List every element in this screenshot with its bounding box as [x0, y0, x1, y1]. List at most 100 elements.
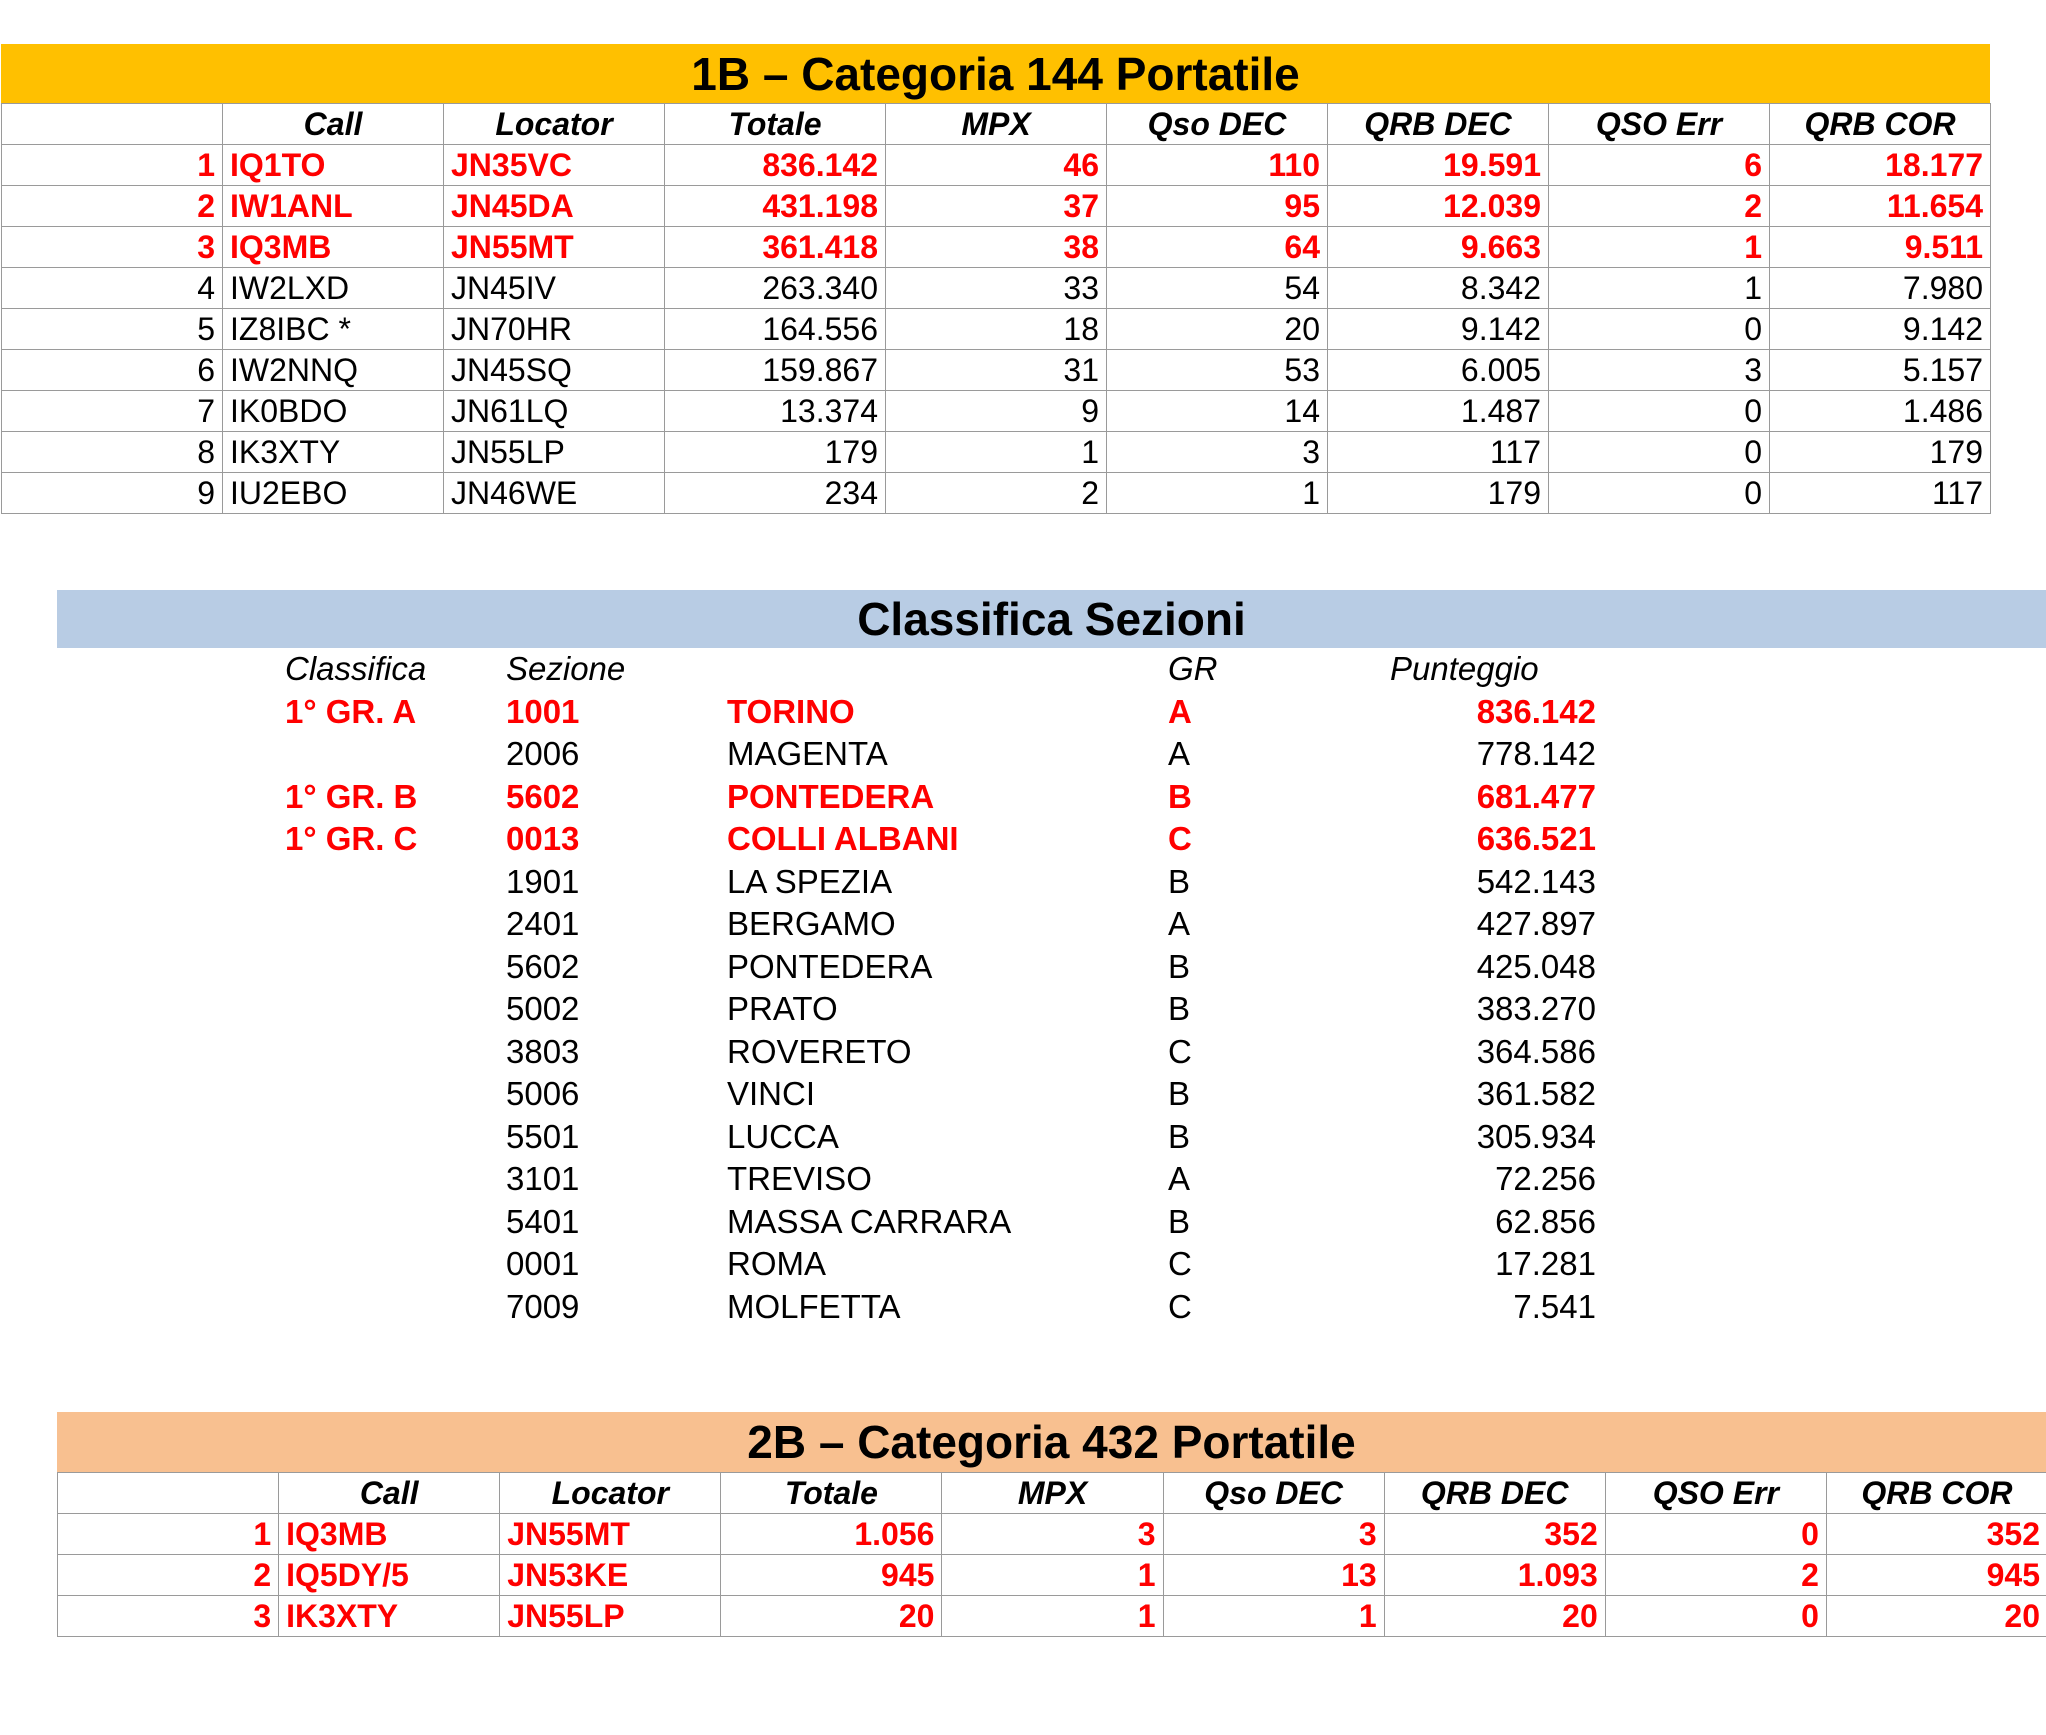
cell-qso-err: 3: [1548, 349, 1770, 391]
cell-mpx: 1: [885, 431, 1107, 473]
cell-gr: B: [1168, 862, 1191, 900]
cell-call: IQ3MB: [278, 1513, 501, 1555]
sezioni-row: 5006 VINCI B 361.582: [0, 1073, 2046, 1116]
cell-qrb-dec: 352: [1383, 1513, 1606, 1555]
cell-qrb-cor: 18.177: [1769, 144, 1991, 186]
cell-qso-dec: 1: [1162, 1595, 1385, 1637]
cell-sezione-name: PONTEDERA: [727, 777, 935, 815]
cell-gr: B: [1168, 1202, 1191, 1240]
header-sezione: Sezione: [506, 650, 626, 687]
cell-rank: 3: [56, 1595, 280, 1637]
cell-qso-err: 0: [1548, 308, 1770, 350]
cell-rank: 5: [1, 308, 223, 350]
cell-sezione-name: PRATO: [727, 990, 838, 1027]
cell-qso-dec: 64: [1106, 226, 1328, 268]
cell-gr: B: [1168, 1075, 1191, 1112]
cell-sezione-code: 0001: [506, 1245, 580, 1282]
table-row: 2 IW1ANL JN45DA 431.198 37 95 12.039 2 11.654: [1, 185, 1991, 227]
cell-qso-err: 6: [1548, 144, 1770, 186]
cell-qso-dec: 20: [1106, 308, 1328, 350]
cell-mpx: 37: [885, 185, 1107, 227]
cell-qrb-dec: 1.487: [1327, 390, 1549, 432]
cell-sezione-name: TORINO: [727, 692, 855, 730]
sezioni-row: 0001 ROMA C 17.281: [0, 1243, 2046, 1286]
table-row: 2 IQ5DY/5 JN53KE 945 1 13 1.093 2 945: [56, 1554, 2046, 1596]
cell-sezione-name: MAGENTA: [727, 735, 888, 772]
cell-mpx: 46: [885, 144, 1107, 186]
cell-mpx: 1: [941, 1595, 1164, 1637]
cell-qrb-cor: 179: [1769, 431, 1991, 473]
cell-call: IW2LXD: [222, 267, 444, 309]
cell-qrb-cor: 20: [1825, 1595, 2046, 1637]
cell-call: IW2NNQ: [222, 349, 444, 391]
sezioni-row: 5401 MASSA CARRARA B 62.856: [0, 1201, 2046, 1244]
sezioni-row: 5602 PONTEDERA B 425.048: [0, 946, 2046, 989]
cell-qso-dec: 3: [1162, 1513, 1385, 1555]
header-qrb-cor: QRB COR: [1769, 103, 1991, 145]
cell-punteggio: 778.142: [1476, 735, 1596, 772]
cell-punteggio: 62.856: [1495, 1202, 1596, 1240]
cell-punteggio: 383.270: [1476, 990, 1596, 1027]
cell-sezione-code: 2006: [506, 735, 580, 772]
cell-qrb-cor: 1.486: [1769, 390, 1991, 432]
cell-qrb-cor: 117: [1769, 472, 1991, 514]
header-qrb-cor: QRB COR: [1825, 1472, 2046, 1514]
sezioni-header-row: Classifica Sezione GR Punteggio: [0, 648, 2046, 691]
cell-sezione-code: 2401: [506, 905, 580, 942]
cell-sezione-name: LA SPEZIA: [727, 862, 893, 900]
sezioni-row: 5002 PRATO B 383.270: [0, 988, 2046, 1031]
cell-call: IQ3MB: [222, 226, 444, 268]
cell-qrb-dec: 6.005: [1327, 349, 1549, 391]
header-locator: Locator: [443, 103, 665, 145]
cell-rank: 1: [1, 144, 223, 186]
cell-locator: JN55LP: [499, 1595, 722, 1637]
cell-qso-dec: 110: [1106, 144, 1328, 186]
sezioni-title: Classifica Sezioni: [57, 590, 2046, 648]
category-144-rows: Call Locator Totale MPX Qso DEC QRB DEC QSO Er…: [1, 103, 1991, 514]
cell-qso-err: 2: [1604, 1554, 1827, 1596]
table-row: 6 IW2NNQ JN45SQ 159.867 31 53 6.005 3 5.157: [1, 349, 1991, 391]
header-punteggio: Punteggio: [1390, 650, 1539, 687]
cell-sezione-name: ROMA: [727, 1245, 826, 1282]
cell-qso-err: 1: [1548, 267, 1770, 309]
cell-punteggio: 364.586: [1476, 1032, 1596, 1070]
cell-qrb-dec: 20: [1383, 1595, 1606, 1637]
cell-qrb-cor: 945: [1825, 1554, 2046, 1596]
cell-qrb-dec: 117: [1327, 431, 1549, 473]
table-header-row: Call Locator Totale MPX Qso DEC QRB DEC QSO Er…: [56, 1472, 2046, 1514]
cell-locator: JN61LQ: [443, 390, 665, 432]
cell-call: IZ8IBC *: [222, 308, 444, 350]
cell-punteggio: 636.521: [1476, 820, 1596, 857]
cell-locator: JN45IV: [443, 267, 665, 309]
cell-totale: 20: [720, 1595, 943, 1637]
cell-locator: JN53KE: [499, 1554, 722, 1596]
header-qso-dec: Qso DEC: [1162, 1472, 1385, 1514]
cell-rank: 2: [56, 1554, 280, 1596]
cell-sezione-code: 3803: [506, 1032, 580, 1070]
header-totale: Totale: [720, 1472, 943, 1514]
cell-call: IK0BDO: [222, 390, 444, 432]
cell-totale: 179: [664, 431, 886, 473]
cell-gr: A: [1168, 692, 1192, 730]
cell-qso-dec: 53: [1106, 349, 1328, 391]
cell-locator: JN70HR: [443, 308, 665, 350]
cell-rank: 9: [1, 472, 223, 514]
cell-qso-err: 0: [1548, 431, 1770, 473]
cell-rank: 8: [1, 431, 223, 473]
cell-sezione-code: 5602: [506, 947, 580, 985]
cell-sezione-code: 5401: [506, 1202, 580, 1240]
cell-sezione-name: PONTEDERA: [727, 947, 933, 985]
cell-qrb-dec: 19.591: [1327, 144, 1549, 186]
cell-sezione-code: 7009: [506, 1287, 580, 1325]
cell-sezione-code: 5002: [506, 990, 580, 1027]
header-classifica: Classifica: [285, 650, 427, 687]
cell-qso-dec: 14: [1106, 390, 1328, 432]
cell-sezione-name: VINCI: [727, 1075, 816, 1112]
sezioni-row: 1° GR. B 5602 PONTEDERA B 681.477: [0, 776, 2046, 819]
cell-punteggio: 542.143: [1476, 862, 1596, 900]
cell-sezione-name: COLLI ALBANI: [727, 820, 959, 857]
cell-sezione-name: TREVISO: [727, 1160, 872, 1197]
cell-mpx: 3: [941, 1513, 1164, 1555]
cell-mpx: 9: [885, 390, 1107, 432]
cell-mpx: 1: [941, 1554, 1164, 1596]
